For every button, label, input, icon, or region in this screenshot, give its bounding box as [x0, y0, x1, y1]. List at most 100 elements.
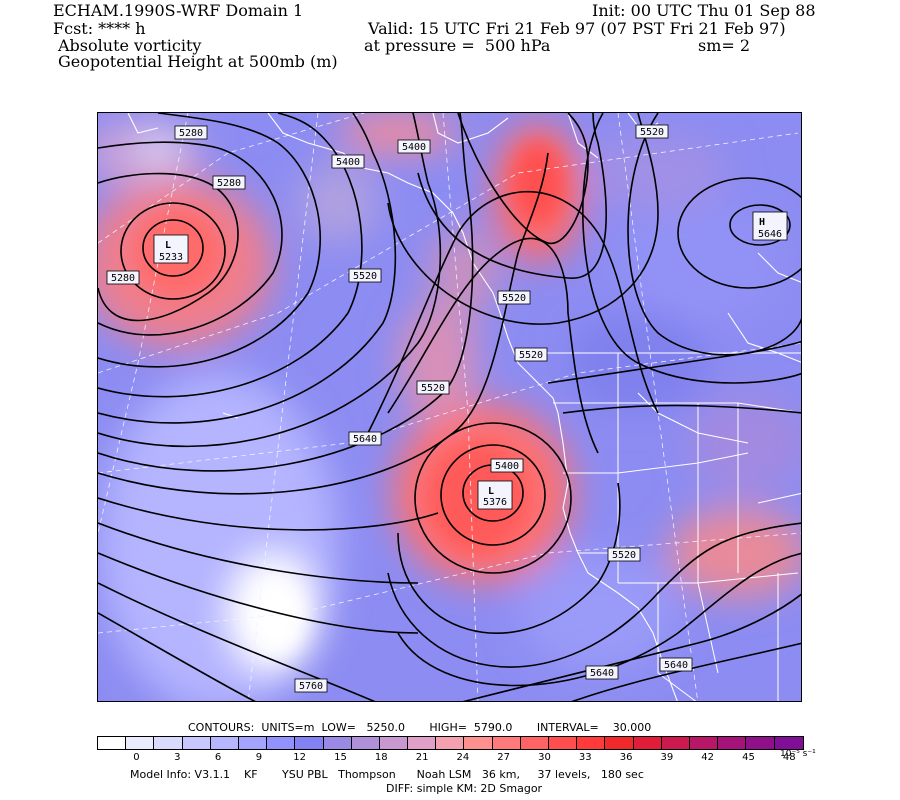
pressure-level: at pressure = 500 hPa: [364, 36, 551, 55]
contour-label: 5520: [416, 380, 450, 395]
svg-text:5400: 5400: [495, 461, 519, 472]
colorbar-cell: [746, 737, 775, 749]
state-borders: [528, 352, 801, 701]
colorbar-tick-label: 24: [456, 752, 470, 763]
map-canvas: 5280 5280 5280 5400 5400 5400 5520 5520 …: [98, 113, 801, 701]
low-center-1: L 5233: [153, 234, 189, 264]
colorbar-cell: [379, 737, 409, 749]
contour-label: 5640: [348, 431, 382, 446]
colorbar-cell: [520, 737, 549, 749]
plot-title: ECHAM.1990S-WRF Domain 1: [53, 1, 304, 20]
colorbar-cell: [436, 737, 465, 749]
colorbar: [97, 736, 804, 750]
diff-info: DIFF: simple KM: 2D Smagor: [386, 782, 543, 795]
low-value: 5233: [159, 252, 183, 263]
contour-label: 5520: [514, 347, 548, 362]
contour-label: 5280: [106, 270, 140, 285]
colorbar-tick-label: 21: [415, 752, 429, 763]
colorbar-tick-label: 36: [619, 752, 633, 763]
contour-info: CONTOURS: UNITS=m LOW= 5250.0 HIGH= 5790…: [188, 721, 652, 734]
model-info: Model Info: V3.1.1 KF YSU PBL Thompson N…: [130, 768, 644, 781]
colorbar-cell: [464, 737, 493, 749]
colorbar-cell: [323, 737, 352, 749]
colorbar-tick-label: 48: [782, 752, 796, 763]
contour-label: 5760: [294, 678, 328, 693]
high-center-1: H 5646: [752, 211, 788, 241]
svg-text:5520: 5520: [353, 271, 377, 282]
contour-label: 5280: [212, 175, 246, 190]
colorbar-cell: [210, 737, 239, 749]
svg-text:5400: 5400: [336, 157, 360, 168]
colorbar-tick-label: 39: [660, 752, 674, 763]
svg-text:5400: 5400: [402, 142, 426, 153]
colorbar-tick-label: 3: [174, 752, 181, 763]
svg-text:5280: 5280: [179, 128, 203, 139]
contour-label: 5640: [659, 657, 693, 672]
contour-label: 5640: [585, 665, 619, 680]
init-time: Init: 00 UTC Thu 01 Sep 88: [592, 1, 816, 20]
svg-text:5280: 5280: [111, 273, 135, 284]
colorbar-cell: [182, 737, 211, 749]
field-name: Absolute vorticity: [58, 36, 202, 55]
height-contours: [98, 113, 801, 701]
vorticity-map: 5280 5280 5280 5400 5400 5400 5520 5520 …: [97, 112, 802, 702]
colorbar-tick-label: 18: [374, 752, 388, 763]
colorbar-cell: [633, 737, 662, 749]
colorbar-cell: [774, 737, 803, 749]
colorbar-cell: [605, 737, 634, 749]
contour-label: 5400: [490, 458, 524, 473]
valid-time: Valid: 15 UTC Fri 21 Feb 97 (07 PST Fri …: [368, 19, 786, 38]
svg-text:5520: 5520: [502, 293, 526, 304]
colorbar-tick-label: 12: [293, 752, 307, 763]
svg-text:5280: 5280: [217, 178, 241, 189]
colorbar-cell: [689, 737, 719, 749]
colorbar-cell: [492, 737, 521, 749]
colorbar-cell: [98, 737, 127, 749]
svg-text:5640: 5640: [353, 434, 377, 445]
low-letter: L: [488, 486, 494, 497]
colorbar-unit: 10⁻⁵ s⁻¹: [780, 749, 816, 759]
colorbar-tick-label: 30: [538, 752, 551, 763]
colorbar-tick-label: 15: [334, 752, 347, 763]
high-value: 5646: [758, 229, 782, 240]
svg-text:5760: 5760: [299, 681, 323, 692]
colorbar-cell: [661, 737, 690, 749]
contour-labels: 5280 5280 5280 5400 5400 5400 5520 5520 …: [106, 124, 693, 693]
svg-text:5640: 5640: [664, 660, 688, 671]
low-center-2: L 5376: [477, 480, 513, 510]
svg-text:5640: 5640: [590, 668, 614, 679]
colorbar-cell: [126, 737, 155, 749]
contour-label: 5280: [174, 125, 208, 140]
colorbar-tick-label: 9: [255, 752, 263, 763]
colorbar-cell: [549, 737, 578, 749]
colorbar-cell: [408, 737, 437, 749]
high-letter: H: [759, 217, 765, 228]
colorbar-cell: [267, 737, 296, 749]
svg-text:5520: 5520: [640, 127, 664, 138]
colorbar-tick-label: 0: [133, 752, 140, 763]
svg-text:5520: 5520: [421, 383, 445, 394]
colorbar-cell: [154, 737, 183, 749]
low-value: 5376: [483, 497, 507, 508]
contour-label: 5520: [497, 290, 531, 305]
colorbar-cell: [718, 737, 747, 749]
contour-label: 5520: [635, 124, 669, 139]
colorbar-tick-label: 6: [214, 752, 222, 763]
low-letter: L: [165, 240, 171, 251]
contour-field-name: Geopotential Height at 500mb (m): [58, 52, 338, 71]
colorbar-tick-label: 33: [578, 752, 592, 763]
colorbar-cell: [351, 737, 380, 749]
colorbar-cell: [295, 737, 324, 749]
contour-label: 5520: [348, 268, 382, 283]
smoothing-value: sm= 2: [698, 36, 751, 55]
latlon-grid: [98, 113, 801, 701]
colorbar-tick-label: 27: [497, 752, 511, 763]
colorbar-cell: [577, 737, 606, 749]
colorbar-tick-label: 45: [742, 752, 755, 763]
colorbar-cell: [238, 737, 268, 749]
colorbar-tick-label: 42: [701, 752, 715, 763]
contour-label: 5520: [607, 547, 641, 562]
svg-text:5520: 5520: [519, 350, 543, 361]
contour-label: 5400: [331, 154, 365, 169]
contour-label: 5400: [397, 139, 431, 154]
